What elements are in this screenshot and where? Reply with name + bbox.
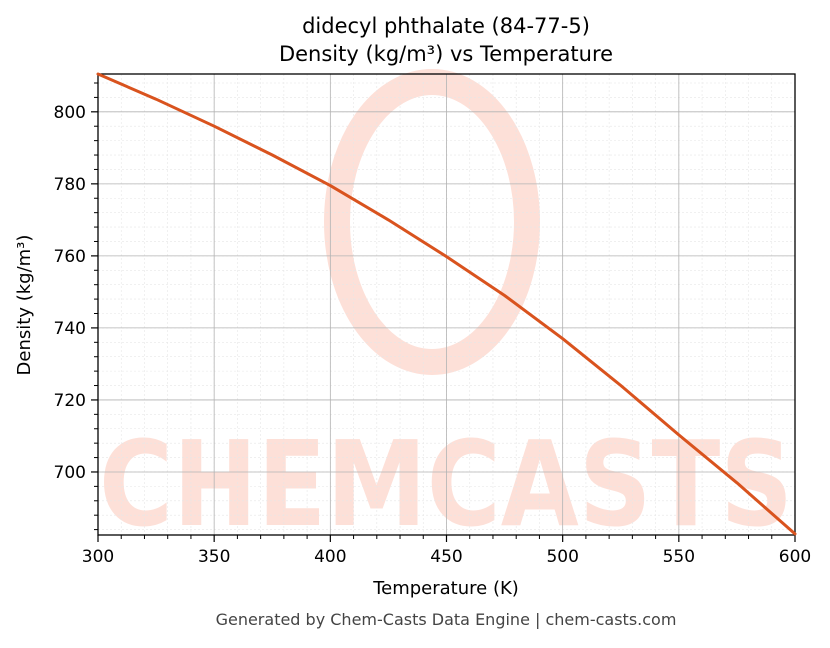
y-tick-label: 700 <box>54 463 86 483</box>
y-tick-label: 800 <box>54 103 86 123</box>
y-tick-label: 780 <box>54 175 86 195</box>
watermark-ring <box>324 69 540 375</box>
x-tick-label: 350 <box>198 547 230 567</box>
y-tick-label: 740 <box>54 319 86 339</box>
y-axis-label: Density (kg/m³) <box>14 235 35 376</box>
series-layer <box>96 72 797 536</box>
density-series-line <box>96 72 797 536</box>
y-tick-label: 720 <box>54 391 86 411</box>
footer-credit: Generated by Chem-Casts Data Engine | ch… <box>216 610 677 629</box>
x-tick-label: 400 <box>314 547 346 567</box>
x-tick-label: 500 <box>546 547 578 567</box>
x-tick-label: 450 <box>430 547 462 567</box>
watermark-logo: CHEMCASTS <box>99 69 793 553</box>
x-tick-label: 550 <box>663 547 695 567</box>
y-tick-label: 760 <box>54 247 86 267</box>
x-tick-label: 600 <box>779 547 811 567</box>
watermark-text: CHEMCASTS <box>99 415 793 553</box>
x-tick-label: 300 <box>82 547 114 567</box>
chart-title-line1: didecyl phthalate (84-77-5) <box>302 14 590 38</box>
chart-title-line2: Density (kg/m³) vs Temperature <box>279 42 613 66</box>
x-axis-label: Temperature (K) <box>372 578 519 599</box>
y-axis-ticks: 700 720 740 760 780 800 <box>54 82 98 531</box>
x-axis-ticks: 300 350 400 450 500 550 600 <box>82 535 811 567</box>
